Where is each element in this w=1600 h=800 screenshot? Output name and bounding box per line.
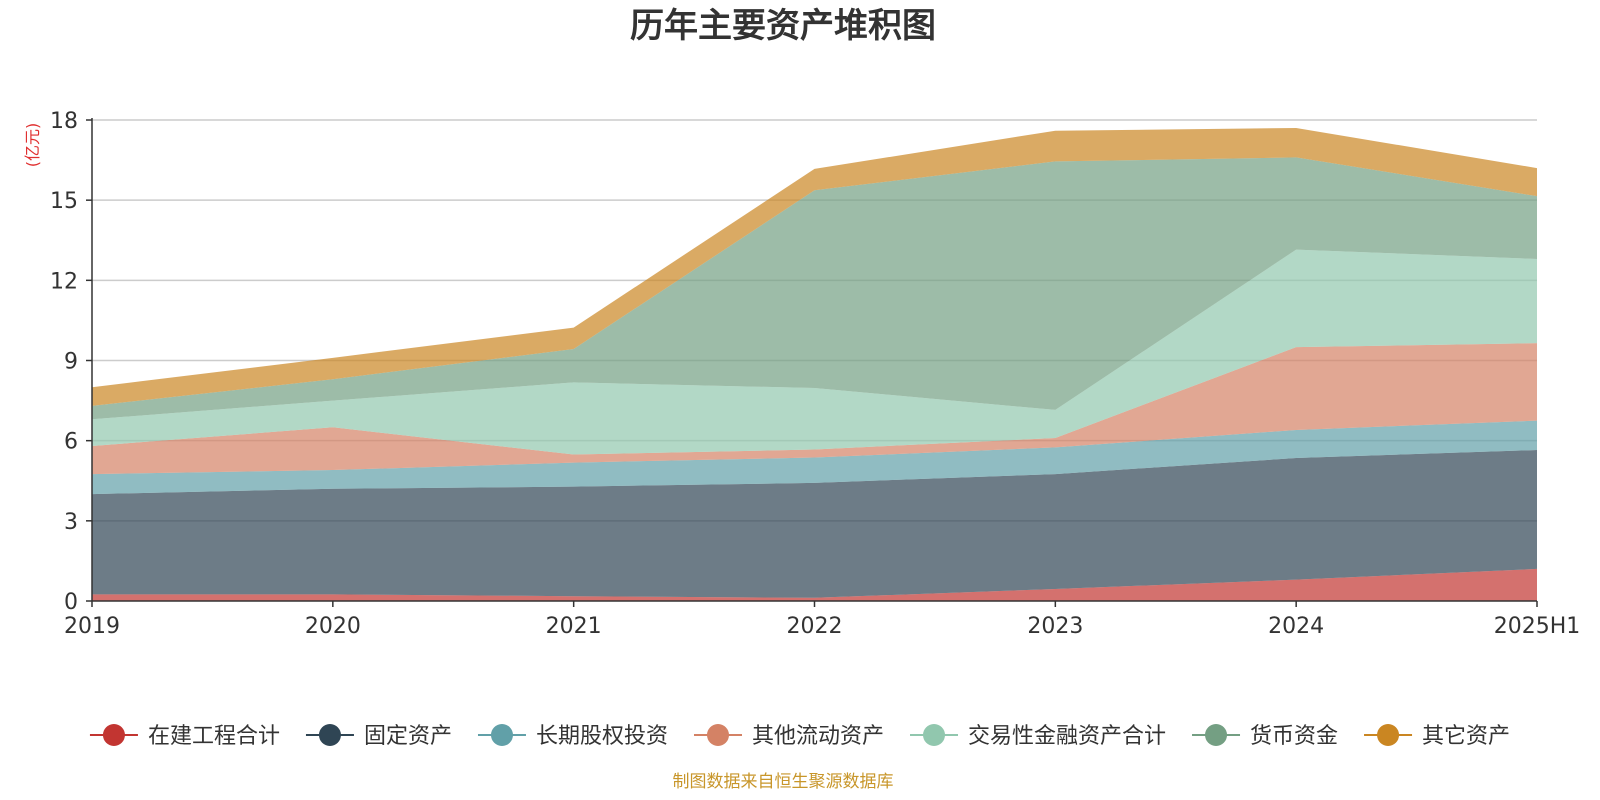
legend-marker-0 (102, 724, 125, 746)
legend-item-3[interactable]: 其他流动资产 (693, 724, 884, 749)
x-tick-label-1: 2020 (305, 614, 361, 639)
chart-title: 历年主要资产堆积图 (630, 6, 936, 46)
axes: 0 3 6 9 12 15 18 2019 2020 2021 2022 2023 2024 2025H1 (50, 109, 1580, 639)
x-tick-label-4: 2023 (1027, 614, 1083, 639)
legend-label-3: 其他流动资产 (752, 724, 884, 749)
y-tick-label-0: 0 (64, 590, 78, 615)
legend-item-4[interactable]: 交易性金融资产合计 (910, 724, 1166, 749)
legend-label-2: 长期股权投资 (536, 724, 668, 749)
y-tick-label-4: 12 (50, 269, 78, 294)
legend-item-6[interactable]: 其它资产 (1364, 724, 1510, 749)
legend-item-0[interactable]: 在建工程合计 (89, 724, 280, 749)
x-tick-label-3: 2022 (787, 614, 843, 639)
legend-marker-5 (1205, 724, 1228, 746)
area-series-6 (92, 128, 1537, 406)
legend-marker-1 (318, 724, 341, 746)
area-series-4 (92, 249, 1537, 455)
legend-marker-2 (490, 724, 513, 746)
legend-label-4: 交易性金融资产合计 (968, 724, 1166, 749)
area-series-2 (92, 420, 1537, 495)
legend-item-5[interactable]: 货币资金 (1192, 724, 1338, 749)
legend-marker-3 (706, 724, 729, 746)
x-tick-label-2: 2021 (546, 614, 602, 639)
x-tick-label-6: 2025H1 (1494, 614, 1581, 639)
legend-label-1: 固定资产 (364, 724, 452, 749)
area-series-5 (92, 157, 1537, 420)
y-tick-label-3: 9 (64, 350, 78, 375)
legend-marker-4 (923, 724, 946, 746)
x-tick-label-5: 2024 (1268, 614, 1324, 639)
area-series-0 (92, 568, 1537, 601)
legend-item-1[interactable]: 固定资产 (305, 724, 452, 749)
legend-label-5: 货币资金 (1250, 724, 1338, 749)
legend-label-0: 在建工程合计 (148, 724, 280, 749)
area-series-layer (92, 128, 1537, 601)
y-tick-label-6: 18 (50, 109, 78, 134)
legend: 在建工程合计 固定资产 长期股权投资 其他流动资产 交易性金融资产合计 货币资金 其它资产 (89, 724, 1510, 749)
legend-item-2[interactable]: 长期股权投资 (477, 724, 668, 749)
y-unit-label: (亿元) (23, 123, 42, 168)
x-tick-label-0: 2019 (64, 614, 120, 639)
y-tick-label-1: 3 (64, 510, 78, 535)
y-tick-label-2: 6 (64, 430, 78, 455)
area-series-1 (92, 450, 1537, 598)
data-source-note: 制图数据来自恒生聚源数据库 (673, 772, 894, 792)
area-series-3 (92, 343, 1537, 475)
legend-label-6: 其它资产 (1422, 724, 1510, 749)
y-tick-label-5: 15 (50, 189, 78, 214)
legend-marker-6 (1377, 724, 1400, 746)
